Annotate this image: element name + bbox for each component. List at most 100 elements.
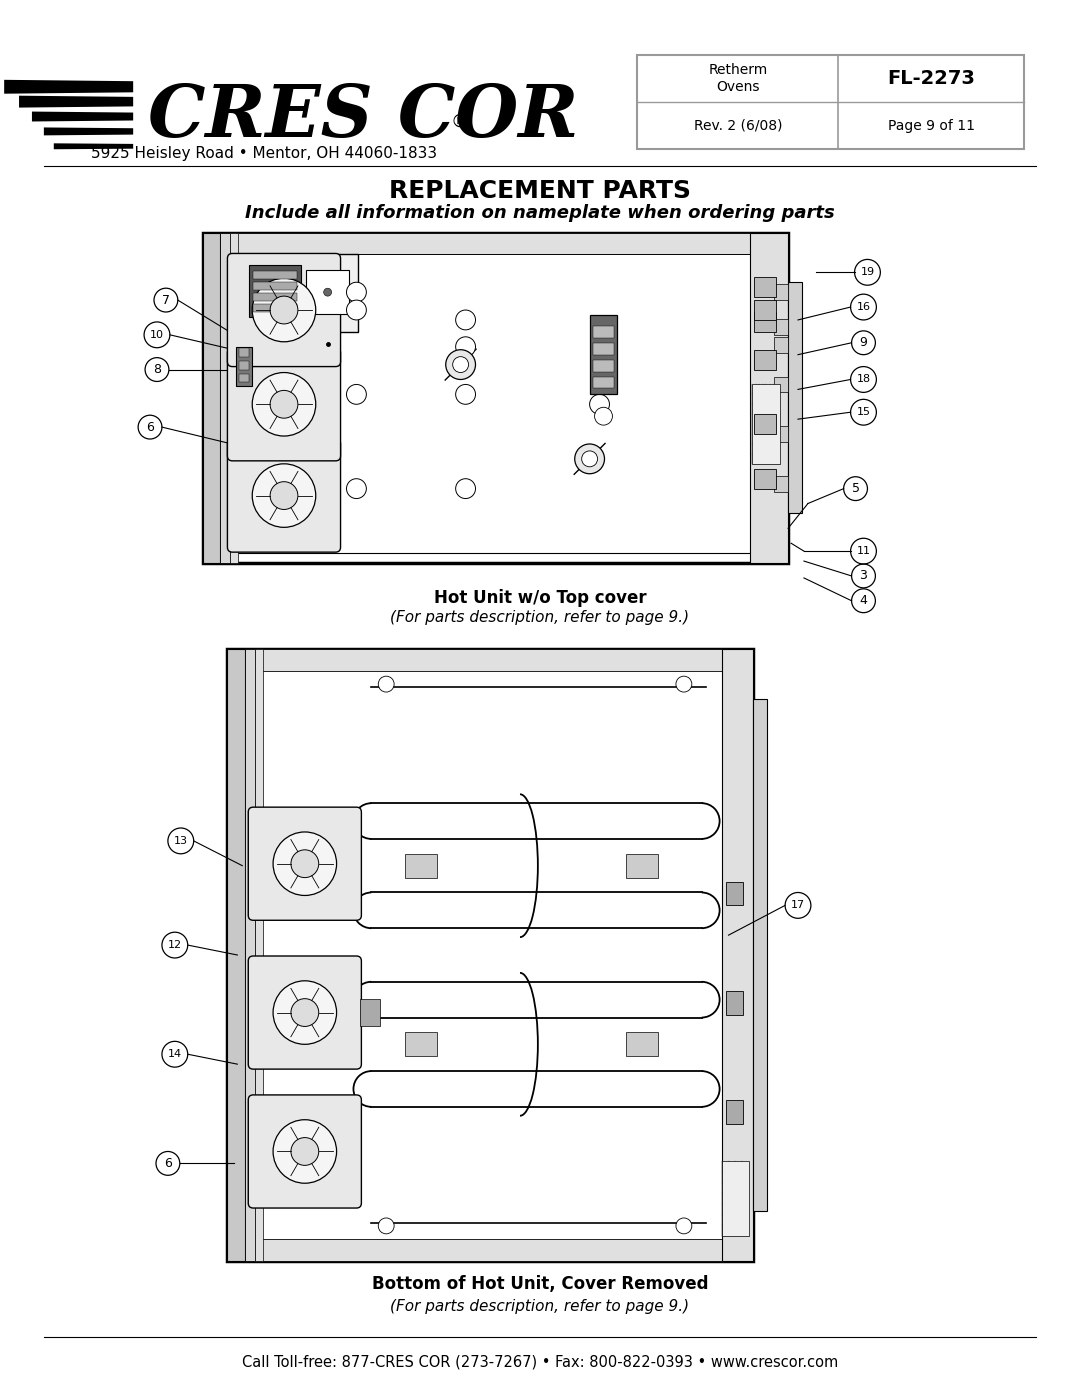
Bar <box>593 326 615 338</box>
Text: 13: 13 <box>174 835 188 847</box>
Circle shape <box>595 408 612 425</box>
Circle shape <box>324 288 332 296</box>
Text: 19: 19 <box>861 267 875 278</box>
Bar <box>754 349 777 370</box>
Text: 5: 5 <box>851 482 860 495</box>
Bar <box>774 284 788 300</box>
FancyBboxPatch shape <box>248 807 362 921</box>
Circle shape <box>456 479 475 499</box>
Text: 5925 Heisley Road • Mentor, OH 44060-1833: 5925 Heisley Road • Mentor, OH 44060-183… <box>92 145 437 161</box>
Text: Include all information on nameplate when ordering parts: Include all information on nameplate whe… <box>245 204 835 222</box>
Text: ®: ® <box>450 112 469 130</box>
Bar <box>228 650 754 671</box>
Circle shape <box>456 337 475 356</box>
Circle shape <box>453 356 469 373</box>
Bar <box>593 377 615 388</box>
Circle shape <box>347 384 366 404</box>
Text: Bottom of Hot Unit, Cover Removed: Bottom of Hot Unit, Cover Removed <box>372 1275 708 1294</box>
Text: 8: 8 <box>153 363 161 376</box>
FancyBboxPatch shape <box>248 1095 362 1208</box>
Bar <box>593 359 615 372</box>
Bar <box>754 469 777 489</box>
Bar <box>237 346 253 387</box>
Bar <box>203 233 788 563</box>
Circle shape <box>270 296 298 324</box>
Bar <box>788 282 802 514</box>
Circle shape <box>446 349 475 380</box>
FancyBboxPatch shape <box>228 439 340 552</box>
Bar <box>244 254 359 332</box>
Bar <box>240 348 249 356</box>
Circle shape <box>347 282 366 302</box>
Bar <box>228 650 754 1260</box>
Circle shape <box>253 464 315 527</box>
Polygon shape <box>44 127 133 136</box>
Circle shape <box>575 444 605 474</box>
Bar <box>220 233 230 563</box>
Bar <box>240 373 249 383</box>
Circle shape <box>291 849 319 877</box>
Text: REPLACEMENT PARTS: REPLACEMENT PARTS <box>389 179 691 203</box>
Circle shape <box>676 676 692 692</box>
Text: 11: 11 <box>856 546 870 556</box>
Text: Hot Unit w/o Top cover: Hot Unit w/o Top cover <box>434 588 646 606</box>
Circle shape <box>676 1218 692 1234</box>
Text: 16: 16 <box>856 302 870 312</box>
Bar <box>774 337 788 352</box>
Bar <box>253 282 297 291</box>
Bar <box>203 233 788 254</box>
Bar <box>361 999 380 1027</box>
Text: 10: 10 <box>150 330 164 339</box>
Bar <box>774 377 788 393</box>
Bar <box>753 384 780 464</box>
Bar <box>774 426 788 441</box>
Circle shape <box>273 1120 337 1183</box>
Bar <box>774 319 788 335</box>
Text: Retherm
Ovens: Retherm Ovens <box>708 63 768 94</box>
Bar <box>213 243 779 553</box>
Circle shape <box>291 1137 319 1165</box>
FancyBboxPatch shape <box>248 956 362 1069</box>
Text: 12: 12 <box>167 940 181 950</box>
Bar <box>306 271 350 314</box>
Circle shape <box>270 482 298 510</box>
Circle shape <box>590 394 609 415</box>
Bar <box>726 882 743 905</box>
Bar <box>253 305 297 312</box>
Circle shape <box>347 300 366 320</box>
Bar <box>405 854 436 877</box>
Circle shape <box>273 833 337 895</box>
Circle shape <box>456 310 475 330</box>
Bar <box>626 854 658 877</box>
Bar <box>751 233 788 563</box>
Text: 9: 9 <box>860 337 867 349</box>
Bar <box>240 360 249 370</box>
Circle shape <box>273 981 337 1045</box>
Bar <box>253 293 297 302</box>
Text: Page 9 of 11: Page 9 of 11 <box>888 119 975 133</box>
Circle shape <box>378 676 394 692</box>
Text: (For parts description, refer to page 9.): (For parts description, refer to page 9.… <box>391 1299 689 1313</box>
Polygon shape <box>54 144 133 149</box>
Bar <box>590 314 618 394</box>
Bar <box>721 650 754 1260</box>
Bar <box>203 233 220 563</box>
Text: 3: 3 <box>860 570 867 583</box>
Text: Rev. 2 (6/08): Rev. 2 (6/08) <box>693 119 782 133</box>
Text: (For parts description, refer to page 9.): (For parts description, refer to page 9.… <box>391 610 689 624</box>
Text: CRES COR: CRES COR <box>148 81 579 152</box>
Bar <box>253 271 297 279</box>
Circle shape <box>582 451 597 467</box>
Bar <box>726 990 743 1014</box>
Bar <box>245 650 255 1260</box>
FancyBboxPatch shape <box>228 253 340 366</box>
Bar <box>626 1032 658 1056</box>
FancyBboxPatch shape <box>228 348 340 461</box>
Bar <box>726 1099 743 1123</box>
Bar <box>774 476 788 492</box>
Circle shape <box>347 479 366 499</box>
Text: 14: 14 <box>167 1049 181 1059</box>
Bar <box>228 1239 754 1260</box>
Bar <box>228 650 245 1260</box>
Text: 7: 7 <box>162 293 170 306</box>
